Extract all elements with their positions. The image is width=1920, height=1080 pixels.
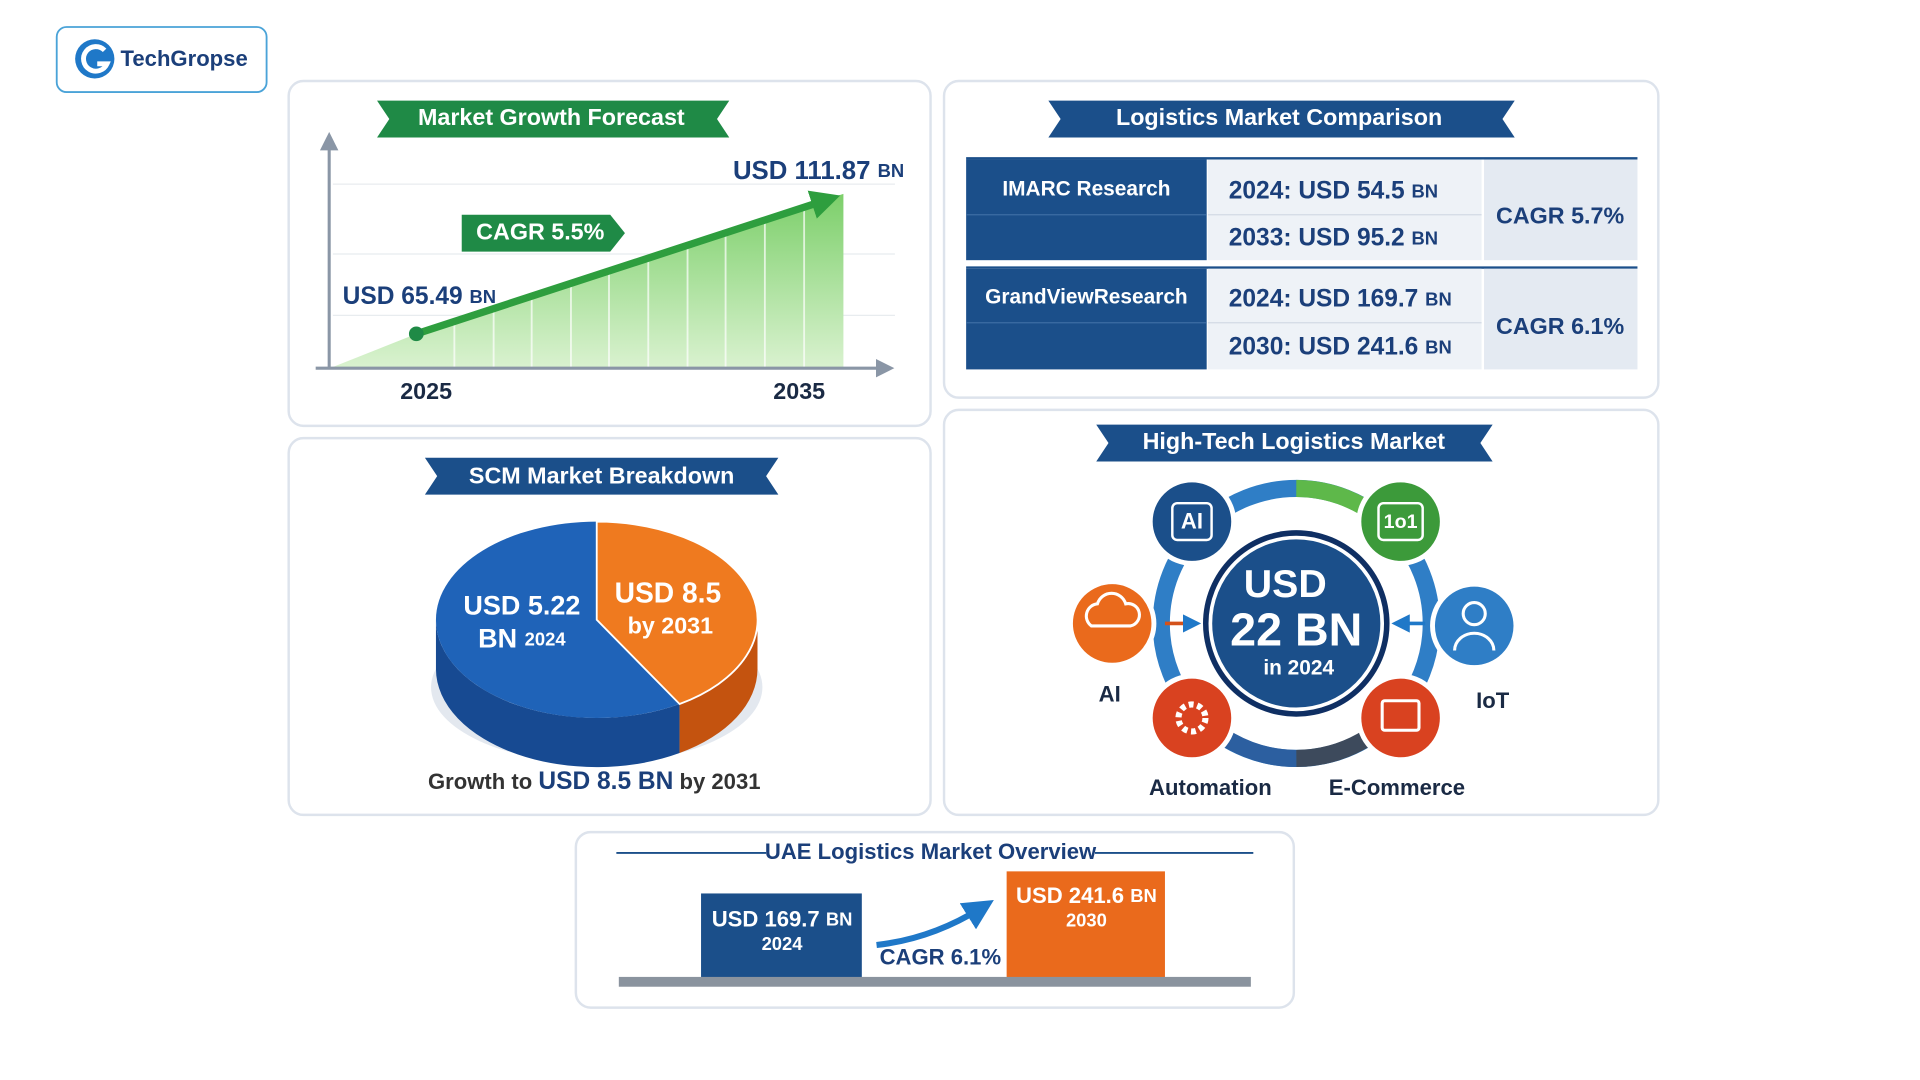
center-text: in 2024 — [1263, 656, 1334, 679]
unit: BN — [878, 160, 905, 181]
panel-title: SCM Market Breakdown — [469, 463, 734, 489]
title-banner — [1048, 100, 1515, 138]
bar-label: USD 241.6 BN — [1016, 883, 1157, 908]
icon-gears — [1147, 673, 1237, 763]
panel-title: High-Tech Logistics Market — [1143, 428, 1446, 454]
logo-glyph — [81, 44, 111, 74]
year: 2024 — [525, 628, 567, 649]
amount: 2030: USD 241.6 — [1229, 334, 1419, 361]
value: 2030: USD 241.6 BN — [1229, 334, 1452, 361]
bar-year: 2024 — [762, 933, 804, 954]
source-cell — [966, 159, 1207, 261]
start-value: USD 65.49 BN — [343, 284, 496, 311]
panel-title: Market Growth Forecast — [418, 104, 685, 130]
center-disc — [1208, 535, 1385, 712]
unit: BN — [1425, 336, 1452, 357]
unit: BN — [470, 286, 497, 307]
unit: BN — [1130, 885, 1157, 906]
title-banner — [424, 457, 779, 495]
source: IMARC Research — [1002, 178, 1170, 201]
area-lines — [453, 206, 806, 367]
slice-label: by 2031 — [628, 612, 714, 638]
amount: USD 169.7 — [712, 906, 820, 931]
logo-box — [55, 26, 268, 93]
slice-label: USD 8.5 — [615, 577, 722, 609]
start-point — [408, 326, 424, 342]
table — [966, 157, 1638, 370]
cloud-glyph — [1084, 591, 1141, 628]
value: 2033: USD 95.2 BN — [1229, 225, 1438, 252]
cagr: CAGR 5.5% — [476, 218, 604, 244]
caption-highlight: USD 8.5 BN — [538, 768, 673, 795]
logo-text: TechGropse — [121, 46, 248, 71]
amount: USD 241.6 — [1016, 883, 1124, 908]
slice-label: USD 5.22 — [463, 591, 580, 621]
bar-2024 — [701, 893, 862, 980]
cagr-cell — [1484, 268, 1638, 370]
amount: 2024: USD 169.7 — [1229, 286, 1419, 313]
center-text: USD — [1244, 562, 1327, 606]
icon-label: E-Commerce — [1329, 775, 1465, 800]
panel-title: Logistics Market Comparison — [1116, 104, 1442, 130]
cagr: CAGR 6.1% — [1496, 313, 1624, 339]
value-cell — [1207, 268, 1482, 370]
source-cell — [966, 268, 1207, 370]
bar-year: 2030 — [1066, 910, 1107, 931]
caption-part: Growth to — [428, 769, 532, 794]
caption: Growth to USD 8.5 BN by 2031 — [428, 768, 761, 795]
gear-glyph — [1175, 701, 1209, 735]
unit: BN — [478, 624, 517, 654]
title-banner — [377, 100, 730, 138]
icon-text: 1o1 — [1384, 511, 1418, 533]
x-label: 2025 — [400, 378, 452, 404]
cagr-banner — [461, 214, 625, 252]
cagr: CAGR 5.7% — [1496, 202, 1624, 228]
bar-2030 — [1006, 871, 1165, 980]
amount: 2024: USD 54.5 — [1229, 178, 1405, 205]
amount: 2033: USD 95.2 — [1229, 225, 1405, 252]
source: GrandViewResearch — [985, 286, 1188, 309]
value-cell — [1207, 159, 1482, 261]
icon-cloud — [1068, 579, 1157, 668]
amount: USD 65.49 — [343, 284, 463, 311]
icon-iot — [1356, 477, 1445, 566]
growth-arrow — [415, 190, 841, 338]
title-banner — [1096, 424, 1493, 462]
bar-label: USD 169.7 BN — [712, 906, 853, 931]
unit: BN — [826, 908, 853, 929]
caption-part: by 2031 — [680, 769, 761, 794]
person-glyph — [1461, 601, 1487, 627]
person-glyph — [1453, 631, 1496, 651]
unit: BN — [1412, 227, 1439, 248]
unit: BN — [1425, 289, 1452, 310]
unit: BN — [1412, 181, 1439, 202]
x-label: 2035 — [773, 378, 825, 404]
chip — [1171, 501, 1213, 542]
icon-text: AI — [1181, 509, 1203, 534]
center-text: 22 BN — [1230, 604, 1362, 656]
baseline — [618, 976, 1251, 987]
value: 2024: USD 54.5 BN — [1229, 178, 1438, 205]
end-value: USD 111.87 BN — [733, 157, 904, 185]
pie-orange — [595, 520, 759, 706]
value: 2024: USD 169.7 BN — [1229, 286, 1452, 313]
icon-label: IoT — [1476, 688, 1510, 713]
icon-ai — [1147, 477, 1237, 566]
cagr: CAGR 6.1% — [880, 944, 1002, 969]
pie-side — [435, 619, 680, 768]
cagr-cell — [1484, 159, 1638, 261]
growth-arrow — [876, 900, 994, 949]
slice-label: BN 2024 — [478, 624, 566, 654]
icon-ecommerce — [1356, 673, 1445, 763]
chip — [1377, 501, 1424, 542]
pie-side — [679, 619, 758, 754]
panel-title: UAE Logistics Market Overview — [765, 839, 1097, 864]
amount: USD 111.87 — [733, 157, 871, 185]
screen-glyph — [1380, 699, 1421, 732]
icon-label: AI — [1099, 682, 1121, 707]
icon-label: Automation — [1149, 775, 1272, 800]
